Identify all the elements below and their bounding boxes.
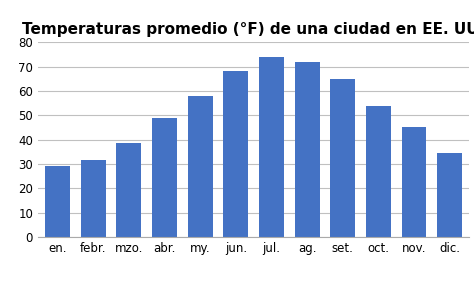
Bar <box>223 72 248 237</box>
Bar <box>437 153 462 237</box>
Bar <box>45 166 70 237</box>
Bar <box>152 118 177 237</box>
Bar <box>330 79 355 237</box>
Bar <box>366 105 391 237</box>
Title: Temperaturas promedio (°F) de una ciudad en EE. UU.: Temperaturas promedio (°F) de una ciudad… <box>22 22 474 37</box>
Bar <box>188 96 213 237</box>
Bar <box>259 57 284 237</box>
Bar <box>401 127 427 237</box>
Bar <box>81 160 106 237</box>
Bar <box>294 62 319 237</box>
Bar <box>116 143 141 237</box>
